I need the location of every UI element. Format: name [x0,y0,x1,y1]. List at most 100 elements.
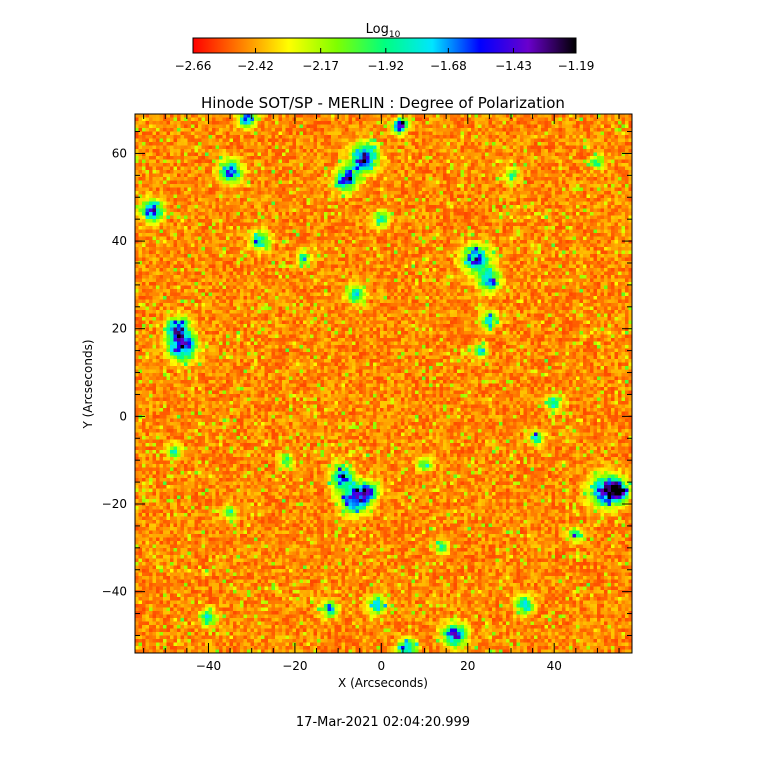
heatmap-cell [349,146,353,150]
heatmap-cell [608,146,612,150]
heatmap-cell [545,132,549,136]
heatmap-cell [303,230,307,234]
heatmap-cell [489,233,493,237]
heatmap-cell [317,139,321,143]
heatmap-cell [335,209,339,213]
heatmap-cell [408,219,412,223]
heatmap-cell [398,191,402,195]
heatmap-cell [198,205,202,209]
heatmap-cell [296,202,300,206]
heatmap-cell [489,125,493,129]
heatmap-cell [307,202,311,206]
heatmap-cell [611,212,615,216]
heatmap-cell [429,153,433,157]
heatmap-cell [555,233,559,237]
heatmap-cell [555,156,559,160]
heatmap-cell [149,149,153,153]
heatmap-cell [303,181,307,185]
heatmap-cell [195,202,199,206]
heatmap-cell [478,118,482,122]
heatmap-cell [237,181,241,185]
heatmap-cell [352,132,356,136]
heatmap-cell [604,181,608,185]
heatmap-cell [272,216,276,220]
heatmap-cell [219,230,223,234]
heatmap-cell [506,135,510,139]
heatmap-cell [415,212,419,216]
heatmap-cell [405,181,409,185]
heatmap-cell [422,174,426,178]
heatmap-cell [489,212,493,216]
heatmap-cell [177,125,181,129]
heatmap-cell [625,149,629,153]
heatmap-cell [156,174,160,178]
heatmap-cell [275,230,279,234]
heatmap-cell [601,191,605,195]
heatmap-cell [170,149,174,153]
heatmap-cell [226,181,230,185]
heatmap-cell [391,132,395,136]
heatmap-cell [359,153,363,157]
heatmap-cell [258,223,262,227]
heatmap-cell [279,156,283,160]
heatmap-cell [377,121,381,125]
heatmap-cell [279,195,283,199]
heatmap-cell [408,205,412,209]
heatmap-cell [506,170,510,174]
heatmap-cell [573,195,577,199]
heatmap-cell [499,170,503,174]
heatmap-cell [293,170,297,174]
heatmap-cell [310,153,314,157]
heatmap-cell [594,135,598,139]
heatmap-cell [457,139,461,143]
heatmap-cell [275,188,279,192]
heatmap-cell [289,153,293,157]
heatmap-cell [293,230,297,234]
heatmap-cell [335,174,339,178]
heatmap-cell [594,219,598,223]
heatmap-cell [436,177,440,181]
heatmap-cell [615,125,619,129]
heatmap-cell [352,205,356,209]
heatmap-cell [545,230,549,234]
heatmap-cell [212,142,216,146]
heatmap-cell [356,212,360,216]
heatmap-cell [268,191,272,195]
heatmap-cell [153,118,157,122]
heatmap-cell [527,181,531,185]
heatmap-cell [233,139,237,143]
heatmap-cell [324,118,328,122]
heatmap-cell [349,128,353,132]
heatmap-cell [202,139,206,143]
heatmap-cell [170,132,174,136]
heatmap-cell [534,132,538,136]
heatmap-cell [181,233,185,237]
heatmap-cell [174,125,178,129]
heatmap-cell [527,125,531,129]
heatmap-cell [555,202,559,206]
heatmap-cell [527,223,531,227]
heatmap-cell [622,146,626,150]
heatmap-cell [555,146,559,150]
heatmap-cell [590,146,594,150]
heatmap-cell [555,121,559,125]
heatmap-cell [328,146,332,150]
heatmap-cell [380,163,384,167]
heatmap-cell [471,170,475,174]
heatmap-cell [205,195,209,199]
heatmap-cell [415,125,419,129]
heatmap-cell [590,188,594,192]
heatmap-cell [573,142,577,146]
heatmap-cell [254,114,258,118]
heatmap-cell [321,233,325,237]
heatmap-cell [226,219,230,223]
heatmap-cell [555,191,559,195]
heatmap-cell [471,205,475,209]
heatmap-cell [429,118,433,122]
heatmap-cell [142,125,146,129]
heatmap-cell [461,233,465,237]
heatmap-cell [324,170,328,174]
heatmap-cell [478,205,482,209]
heatmap-cell [415,132,419,136]
heatmap-cell [384,142,388,146]
